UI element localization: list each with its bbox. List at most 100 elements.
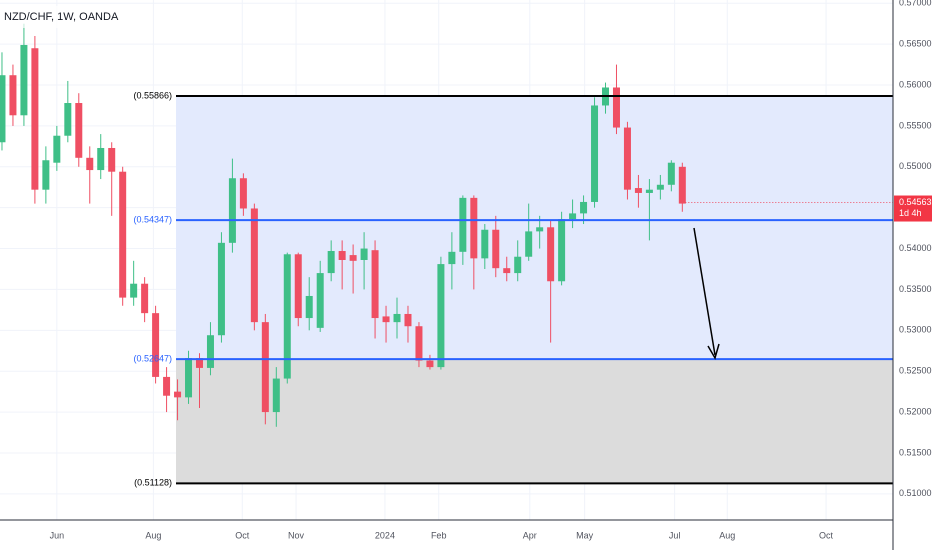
level-label: (0.52647) [133, 354, 172, 364]
candle-body [503, 268, 511, 274]
arrow-shaft [693, 227, 716, 356]
candle-body [580, 201, 588, 214]
candle-body [217, 242, 225, 336]
candle-body [206, 335, 214, 368]
background-layer [0, 0, 893, 520]
y-tick-label: 0.53500 [899, 284, 932, 294]
last-price-box [894, 195, 932, 222]
candle-body [393, 313, 401, 323]
candle-body [338, 251, 346, 260]
candle-body [481, 229, 489, 259]
candle-body [525, 231, 533, 257]
x-tick-label: Apr [523, 530, 537, 540]
x-tick-label: Aug [145, 530, 161, 540]
candle-body [141, 283, 149, 314]
candle-body [678, 166, 686, 204]
y-tick-label: 0.51500 [899, 447, 932, 457]
candle-body [239, 178, 247, 209]
price-zone [176, 359, 893, 484]
candle-body [459, 197, 467, 252]
candle-body [634, 188, 642, 193]
candle-body [536, 227, 544, 232]
candle-body [108, 147, 116, 172]
y-tick-label: 0.53000 [899, 325, 932, 335]
countdown-label: 1d 4h [899, 208, 922, 218]
candle-body [591, 105, 599, 202]
price-zone [176, 95, 893, 360]
x-tick-label: 2024 [375, 530, 395, 540]
candle-body [272, 378, 280, 413]
candle-body [623, 127, 631, 190]
candle-body [119, 171, 127, 298]
candle-body [31, 48, 39, 190]
candle-body [382, 316, 390, 323]
x-tick-label: Jul [669, 530, 681, 540]
level-label: (0.54347) [133, 215, 172, 225]
candle-body [426, 360, 434, 368]
title-backdrop [0, 6, 128, 28]
last-price-label: 0.54563 [899, 197, 932, 207]
candle-body [53, 135, 61, 163]
x-tick-label: May [576, 530, 594, 540]
candle-body [0, 75, 6, 143]
y-tick-label: 0.57000 [899, 0, 932, 8]
candle-body [261, 322, 269, 413]
candle-body [163, 376, 171, 396]
candle-body [86, 157, 94, 171]
candle-body [547, 227, 555, 282]
candle-body [514, 256, 522, 274]
chart-title: NZD/CHF, 1W, OANDA [4, 11, 119, 23]
candle-body [415, 326, 423, 361]
candle-body [130, 283, 138, 298]
y-tick-label: 0.52000 [899, 406, 932, 416]
candle-body [327, 251, 335, 274]
x-tick-label: Nov [288, 530, 305, 540]
candle-body [558, 219, 566, 282]
candle-body [349, 255, 357, 261]
candle-body [667, 162, 675, 185]
candle-body [305, 295, 313, 319]
candle-body [437, 264, 445, 368]
candle-body [9, 75, 17, 116]
x-tick-label: Aug [719, 530, 735, 540]
y-tick-label: 0.56000 [899, 79, 932, 89]
candle-body [20, 44, 28, 116]
candle-body [283, 254, 291, 379]
candle-body [492, 229, 500, 269]
candle-body [250, 208, 258, 323]
x-tick-label: Oct [235, 530, 250, 540]
y-tick-label: 0.52500 [899, 366, 932, 376]
candle-body [612, 87, 620, 128]
candle-body [371, 250, 379, 319]
candle-body [294, 254, 302, 319]
y-tick-label: 0.55500 [899, 120, 932, 130]
x-tick-label: Oct [819, 530, 834, 540]
candle-body [569, 213, 577, 220]
arrow-head [707, 343, 720, 360]
x-tick-label: Feb [431, 530, 447, 540]
level-label: (0.51128) [134, 478, 172, 488]
y-tick-label: 0.51000 [899, 488, 932, 498]
candle-body [97, 147, 105, 171]
level-label: (0.55866) [133, 90, 172, 100]
candle-body [42, 160, 50, 190]
y-tick-label: 0.54000 [899, 243, 932, 253]
candle-body [152, 313, 160, 377]
candle-body [404, 313, 412, 327]
x-tick-label: Jun [50, 530, 65, 540]
candle-body [645, 189, 653, 193]
candle-body [360, 248, 368, 260]
candle-body [448, 251, 456, 265]
candle-body [470, 197, 478, 259]
candle-body [656, 184, 664, 190]
candle-body [195, 358, 203, 368]
candle-body [185, 358, 193, 398]
candle-body [75, 103, 83, 158]
y-tick-label: 0.56500 [899, 39, 932, 49]
projection-arrow [693, 227, 720, 360]
candle-body [64, 103, 72, 136]
candle-body [228, 178, 236, 243]
candle-body [316, 273, 324, 328]
